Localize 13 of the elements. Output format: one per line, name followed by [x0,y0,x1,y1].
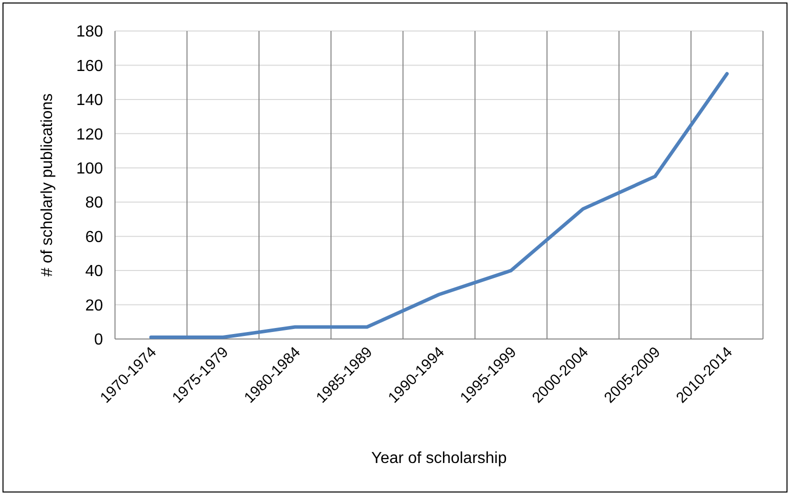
y-tick-label: 60 [85,228,104,246]
y-tick-label: 100 [76,160,104,178]
y-axis-title: # of scholarly publications [39,93,56,277]
y-tick-label: 180 [76,24,104,41]
y-tick-label: 140 [76,92,104,110]
y-tick-label: 80 [85,194,104,212]
y-tick-label: 120 [76,126,104,144]
y-tick-label: 160 [76,58,104,75]
y-tick-label: 40 [85,263,104,280]
y-tick-label: 0 [94,332,104,349]
x-axis-title: Year of scholarship [371,450,507,467]
y-tick-label: 20 [85,297,104,314]
line-series [149,72,729,340]
